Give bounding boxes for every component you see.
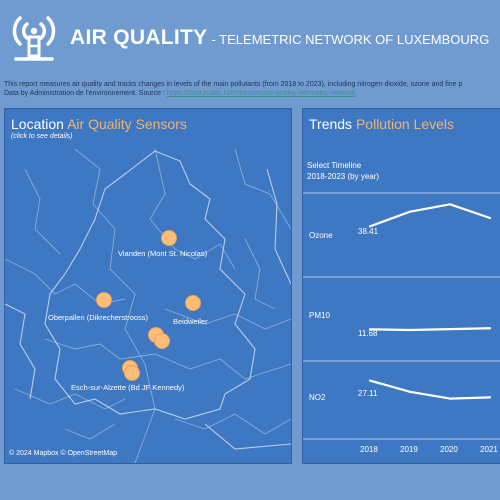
map-title: Location Air Quality Sensors bbox=[11, 116, 187, 132]
description-line-1: This report measures air quality and tra… bbox=[4, 81, 463, 88]
series-line-ozone bbox=[369, 203, 491, 228]
sensor-marker-luxembourg-2[interactable] bbox=[154, 333, 170, 349]
data-point-no2-2021[interactable] bbox=[488, 396, 492, 399]
data-point-ozone-2018[interactable] bbox=[368, 225, 372, 228]
data-point-pm10-2018[interactable] bbox=[368, 328, 372, 331]
header: AIR QUALITY - TELEMETRIC NETWORK OF LUXEM… bbox=[0, 0, 500, 80]
x-tick-2019: 2019 bbox=[400, 445, 418, 454]
data-point-no2-2020[interactable] bbox=[448, 397, 452, 400]
sensor-marker-vianden[interactable] bbox=[161, 230, 177, 246]
data-point-pm10-2021[interactable] bbox=[488, 327, 492, 330]
page-subtitle: - TELEMETRIC NETWORK OF LUXEMBOURG bbox=[211, 32, 490, 47]
map-attribution[interactable]: © 2024 Mapbox © OpenStreetMap bbox=[9, 450, 117, 457]
data-point-ozone-2019[interactable] bbox=[408, 210, 412, 213]
series-line-no2 bbox=[369, 379, 491, 400]
sensor-marker-esch-2[interactable] bbox=[124, 365, 140, 381]
luxembourg-map[interactable] bbox=[5, 109, 291, 463]
map-hint: (click to see details) bbox=[11, 133, 73, 140]
data-point-pm10-2020[interactable] bbox=[448, 328, 452, 331]
page-title: AIR QUALITY bbox=[70, 26, 208, 49]
x-tick-2018: 2018 bbox=[360, 445, 378, 454]
row-label-ozone: Ozone bbox=[309, 231, 333, 240]
map-panel[interactable]: Location Air Quality Sensors (click to s… bbox=[4, 108, 292, 464]
data-point-ozone-2020[interactable] bbox=[448, 203, 452, 206]
sensor-label-vianden: Vianden (Mont St. Nicolas) bbox=[118, 249, 208, 258]
x-tick-2020: 2020 bbox=[440, 445, 458, 454]
data-point-ozone-2021[interactable] bbox=[488, 216, 492, 220]
broadcast-tower-icon bbox=[12, 16, 56, 61]
value-label-pm10: 11.68 bbox=[358, 329, 378, 338]
value-label-ozone: 38.41 bbox=[358, 227, 379, 236]
series-line-pm10 bbox=[369, 327, 491, 332]
trends-panel: Trends Pollution Levels Select Timeline … bbox=[302, 108, 500, 464]
sensor-marker-oberpallen[interactable] bbox=[96, 292, 112, 308]
sensor-label-oberpallen: Oberpallen (Dikrecherstrooss) bbox=[48, 313, 149, 322]
report-description: This report measures air quality and tra… bbox=[4, 80, 500, 98]
data-point-no2-2019[interactable] bbox=[408, 390, 412, 393]
timeline-select-label: Select Timeline bbox=[307, 161, 362, 170]
sensor-label-esch: Esch-sur-Alzette (Bd JF Kennedy) bbox=[71, 383, 185, 392]
row-label-pm10: PM10 bbox=[309, 311, 330, 320]
value-label-no2: 27.11 bbox=[358, 389, 378, 398]
sensor-label-beidweiler: Beidweiler bbox=[173, 317, 208, 326]
source-link[interactable]: https://data.public.lu/fr/datasets/air-q… bbox=[166, 90, 356, 97]
x-tick-2021: 2021 bbox=[480, 445, 498, 454]
description-source-prefix: Data by Administration de l'environnemen… bbox=[4, 90, 165, 97]
row-label-no2: NO2 bbox=[309, 393, 326, 402]
timeline-select[interactable]: 2018-2023 (by year) bbox=[307, 172, 380, 181]
sensor-marker-beidweiler[interactable] bbox=[185, 295, 201, 311]
data-point-no2-2018[interactable] bbox=[368, 379, 372, 382]
data-point-pm10-2019[interactable] bbox=[408, 328, 412, 332]
trends-title: Trends Pollution Levels bbox=[309, 116, 455, 132]
trend-chart bbox=[303, 192, 500, 440]
